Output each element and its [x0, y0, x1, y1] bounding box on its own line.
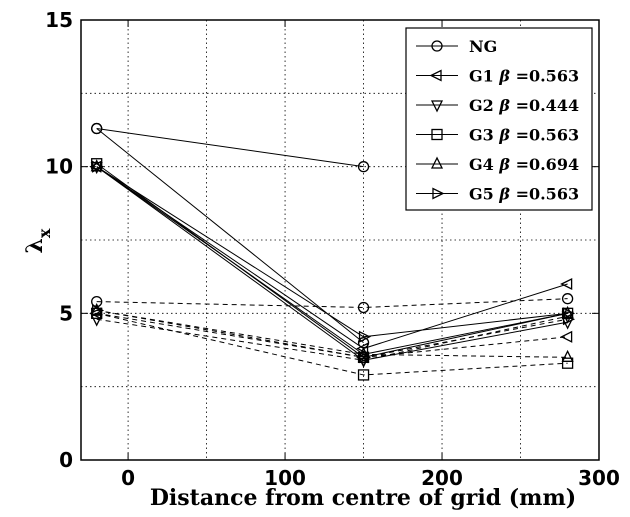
data-point: [92, 304, 105, 317]
data-point: [91, 122, 103, 135]
series-ng: [96, 128, 568, 308]
legend-marker: [431, 40, 443, 52]
y-tick-label: 0: [59, 448, 73, 472]
data-point: [90, 159, 103, 172]
legend-item-g5: G5 β =0.563: [416, 185, 579, 204]
legend-item-g4: G4 β =0.694: [416, 155, 579, 174]
data-point: [90, 162, 103, 175]
data-point: [358, 351, 371, 364]
y-axis-label-main: λ: [22, 238, 48, 253]
beta-symbol: β: [498, 126, 510, 145]
legend-marker: [430, 156, 444, 169]
data-point: [357, 301, 370, 314]
tick-labels: 0 100 200 300 0 5 10 15: [45, 8, 620, 490]
legend-label: G1 β =0.563: [469, 67, 579, 86]
data-point: [92, 160, 105, 173]
extra-line-markers: [91, 122, 370, 349]
data-point: [91, 158, 103, 170]
legend-item-g1: G1 β =0.563: [416, 67, 579, 86]
y-axis-label: λx: [22, 228, 54, 253]
beta-symbol: β: [498, 96, 510, 115]
extra-line: [96, 128, 364, 344]
y-tick-label: 15: [45, 8, 73, 32]
data-point: [357, 337, 370, 349]
legend-marker: [431, 128, 443, 141]
legend-item-g2: G2 β =0.444: [416, 96, 579, 115]
legend-label: NG: [469, 37, 497, 56]
series-g2-dashed-line: [96, 315, 568, 361]
data-point: [561, 293, 574, 305]
legend-label: G3 β =0.563: [469, 126, 579, 145]
data-point: [560, 330, 573, 343]
series-g5-dashed-line: [96, 309, 568, 358]
series-ng-markers: [91, 122, 574, 314]
legend-label: G2 β =0.444: [469, 96, 579, 115]
y-tick-label: 10: [45, 155, 73, 179]
x-tick-label: 200: [421, 466, 463, 490]
legend-marker: [430, 100, 444, 113]
series-g3-dashed-line: [96, 312, 568, 376]
beta-symbol: β: [498, 155, 510, 174]
data-point: [91, 295, 103, 308]
y-tick-label: 5: [59, 301, 73, 325]
data-point: [357, 161, 370, 173]
legend-item-g3: G3 β =0.563: [416, 126, 579, 145]
data-point: [561, 305, 574, 318]
legend-marker: [429, 69, 442, 82]
series-ng-solid-line: [96, 128, 364, 168]
x-tick-label: 0: [121, 466, 135, 490]
data-point: [561, 349, 574, 362]
legend: NG G1 β =0.563 G2 β =0.444 G3 β =0.563 G4 β …: [405, 27, 593, 211]
y-axis-label-sub: x: [35, 228, 54, 238]
data-point: [561, 357, 574, 369]
data-point: [562, 307, 576, 320]
legend-box: [405, 27, 593, 211]
legend-label: G4 β =0.694: [469, 155, 579, 174]
x-tick-label: 100: [264, 466, 306, 490]
legend-marker: [432, 187, 445, 200]
x-tick-label: 300: [578, 466, 620, 490]
series-g5-solid-line: [96, 166, 568, 338]
legend-label: G5 β =0.563: [469, 185, 579, 204]
data-point: [562, 313, 576, 326]
series-g5: [96, 166, 568, 358]
beta-symbol: β: [498, 67, 510, 86]
series-layer: [89, 122, 576, 381]
data-point: [358, 330, 371, 343]
series-g5-markers: [92, 160, 576, 364]
beta-symbol: β: [498, 185, 510, 204]
legend-item-ng: NG: [416, 37, 497, 56]
plot-frame: [80, 19, 600, 461]
data-point: [90, 302, 103, 316]
data-point: [90, 314, 103, 327]
data-point: [560, 277, 573, 291]
series-ng-extra-line: [96, 128, 364, 344]
x-axis-label: Distance from centre of grid (mm): [150, 485, 576, 511]
data-point: [357, 369, 370, 381]
